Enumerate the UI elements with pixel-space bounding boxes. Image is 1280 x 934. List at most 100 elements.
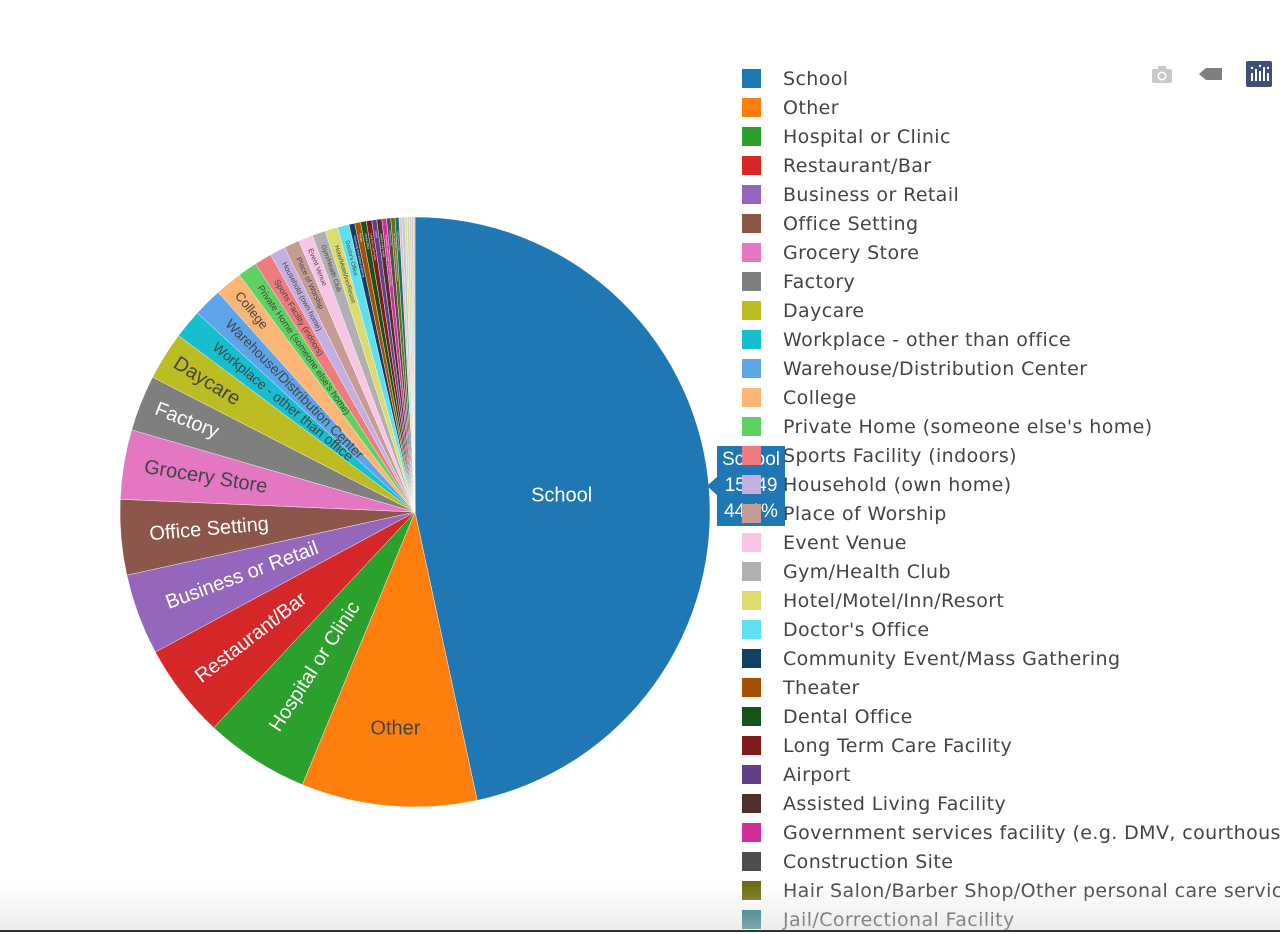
legend-swatch — [742, 243, 761, 262]
slice-label-airport: Airport — [374, 231, 378, 239]
legend-item-grocery-store[interactable]: Grocery Store — [742, 238, 1280, 267]
legend-swatch — [742, 823, 761, 842]
legend-label: School — [783, 67, 849, 90]
legend-item-school[interactable]: School — [742, 64, 1280, 93]
legend-swatch — [742, 620, 761, 639]
legend-label: Community Event/Mass Gathering — [783, 647, 1121, 670]
legend-label: Office Setting — [783, 212, 919, 235]
slice-label-dental-office: Dental Office — [364, 233, 371, 250]
legend-label: Hospital or Clinic — [783, 125, 951, 148]
legend-label: Airport — [783, 763, 851, 786]
legend-item-hotel-motel-inn-resort[interactable]: Hotel/Motel/Inn/Resort — [742, 586, 1280, 615]
legend-swatch — [742, 156, 761, 175]
slice-label-jail-correctional-facility: Jail/Correctional Facility — [396, 231, 400, 251]
modebar — [1146, 60, 1276, 90]
legend-swatch — [742, 910, 761, 929]
legend-item-hospital-or-clinic[interactable]: Hospital or Clinic — [742, 122, 1280, 151]
legend-swatch — [742, 446, 761, 465]
legend-item-gym-health-club[interactable]: Gym/Health Club — [742, 557, 1280, 586]
legend-label: Daycare — [783, 299, 865, 322]
camera-icon[interactable] — [1148, 60, 1178, 88]
legend-label: Gym/Health Club — [783, 560, 951, 583]
legend-label: Doctor's Office — [783, 618, 930, 641]
legend-label: Grocery Store — [783, 241, 920, 264]
legend-item-government-services-facility-e-g-dmv-courthouse[interactable]: Government services facility (e.g. DMV, … — [742, 818, 1280, 847]
bottom-border — [0, 930, 1280, 932]
legend-item-theater[interactable]: Theater — [742, 673, 1280, 702]
legend-label: Business or Retail — [783, 183, 960, 206]
pie-slice-other[interactable] — [302, 511, 478, 808]
legend-item-doctor-s-office[interactable]: Doctor's Office — [742, 615, 1280, 644]
legend-swatch — [742, 591, 761, 610]
slice-label-school: School — [531, 485, 592, 507]
slice-label-other: Other — [370, 718, 420, 740]
legend-swatch — [742, 98, 761, 117]
legend-label: Government services facility (e.g. DMV, … — [783, 821, 1280, 844]
legend-label: Household (own home) — [783, 473, 1012, 496]
legend-swatch — [742, 330, 761, 349]
legend-swatch — [742, 533, 761, 552]
legend-item-other[interactable]: Other — [742, 93, 1280, 122]
legend-item-long-term-care-facility[interactable]: Long Term Care Facility — [742, 731, 1280, 760]
legend-swatch — [742, 301, 761, 320]
legend-swatch — [742, 707, 761, 726]
legend-swatch — [742, 649, 761, 668]
plotly-logo-icon[interactable] — [1245, 60, 1275, 88]
legend-item-place-of-worship[interactable]: Place of Worship — [742, 499, 1280, 528]
legend-item-daycare[interactable]: Daycare — [742, 296, 1280, 325]
legend-label: Workplace - other than office — [783, 328, 1072, 351]
pie-slice-minor-36[interactable] — [413, 216, 416, 513]
slice-label-hair-salon-barber-shop-other-personal-care-services: Hair Salon/Barber Shop/Other personal ca… — [392, 233, 399, 281]
legend-item-assisted-living-facility[interactable]: Assisted Living Facility — [742, 789, 1280, 818]
legend-swatch — [742, 504, 761, 523]
legend-swatch — [742, 69, 761, 88]
legend-label: Restaurant/Bar — [783, 154, 932, 177]
legend-item-community-event-mass-gathering[interactable]: Community Event/Mass Gathering — [742, 644, 1280, 673]
legend-item-restaurant-bar[interactable]: Restaurant/Bar — [742, 151, 1280, 180]
legend-label: College — [783, 386, 857, 409]
legend-swatch — [742, 359, 761, 378]
legend-item-household-own-home[interactable]: Household (own home) — [742, 470, 1280, 499]
legend-swatch — [742, 272, 761, 291]
legend-item-factory[interactable]: Factory — [742, 267, 1280, 296]
legend-item-sports-facility-indoors[interactable]: Sports Facility (indoors) — [742, 441, 1280, 470]
legend-label: Hair Salon/Barber Shop/Other personal ca… — [783, 879, 1280, 902]
legend-label: Private Home (someone else's home) — [783, 415, 1153, 438]
legend-item-private-home-someone-else-s-home[interactable]: Private Home (someone else's home) — [742, 412, 1280, 441]
legend-label: Event Venue — [783, 531, 907, 554]
legend-label: Other — [783, 96, 839, 119]
legend-item-college[interactable]: College — [742, 383, 1280, 412]
slice-label-assisted-living-facility: Assisted Living Facility — [379, 233, 385, 258]
legend-item-airport[interactable]: Airport — [742, 760, 1280, 789]
slice-label-theater: Theater — [358, 233, 364, 243]
legend-swatch — [742, 388, 761, 407]
legend-label: Sports Facility (indoors) — [783, 444, 1017, 467]
legend-label: Theater — [783, 676, 860, 699]
legend-label: Assisted Living Facility — [783, 792, 1007, 815]
legend-swatch — [742, 794, 761, 813]
legend-swatch — [742, 185, 761, 204]
pie-slice-school[interactable] — [414, 216, 711, 801]
legend-swatch — [742, 736, 761, 755]
tag-icon[interactable] — [1196, 60, 1226, 88]
slice-label-government-services-facility-e-g-dmv-courthouse: Government services facility (e.g. DMV, … — [384, 235, 392, 286]
legend-label: Place of Worship — [783, 502, 947, 525]
legend-swatch — [742, 678, 761, 697]
legend-swatch — [742, 475, 761, 494]
legend-label: Jail/Correctional Facility — [783, 908, 1015, 931]
legend-item-event-venue[interactable]: Event Venue — [742, 528, 1280, 557]
hover-arrow — [707, 476, 718, 496]
legend-item-business-or-retail[interactable]: Business or Retail — [742, 180, 1280, 209]
legend-item-hair-salon-barber-shop-other-personal-care-services[interactable]: Hair Salon/Barber Shop/Other personal ca… — [742, 876, 1280, 905]
legend-item-workplace-other-than-office[interactable]: Workplace - other than office — [742, 325, 1280, 354]
legend-swatch — [742, 127, 761, 146]
legend-swatch — [742, 852, 761, 871]
legend-swatch — [742, 881, 761, 900]
legend-swatch — [742, 562, 761, 581]
legend-item-construction-site[interactable]: Construction Site — [742, 847, 1280, 876]
legend-item-warehouse-distribution-center[interactable]: Warehouse/Distribution Center — [742, 354, 1280, 383]
legend-item-office-setting[interactable]: Office Setting — [742, 209, 1280, 238]
legend-label: Dental Office — [783, 705, 913, 728]
legend-label: Warehouse/Distribution Center — [783, 357, 1088, 380]
legend-item-dental-office[interactable]: Dental Office — [742, 702, 1280, 731]
